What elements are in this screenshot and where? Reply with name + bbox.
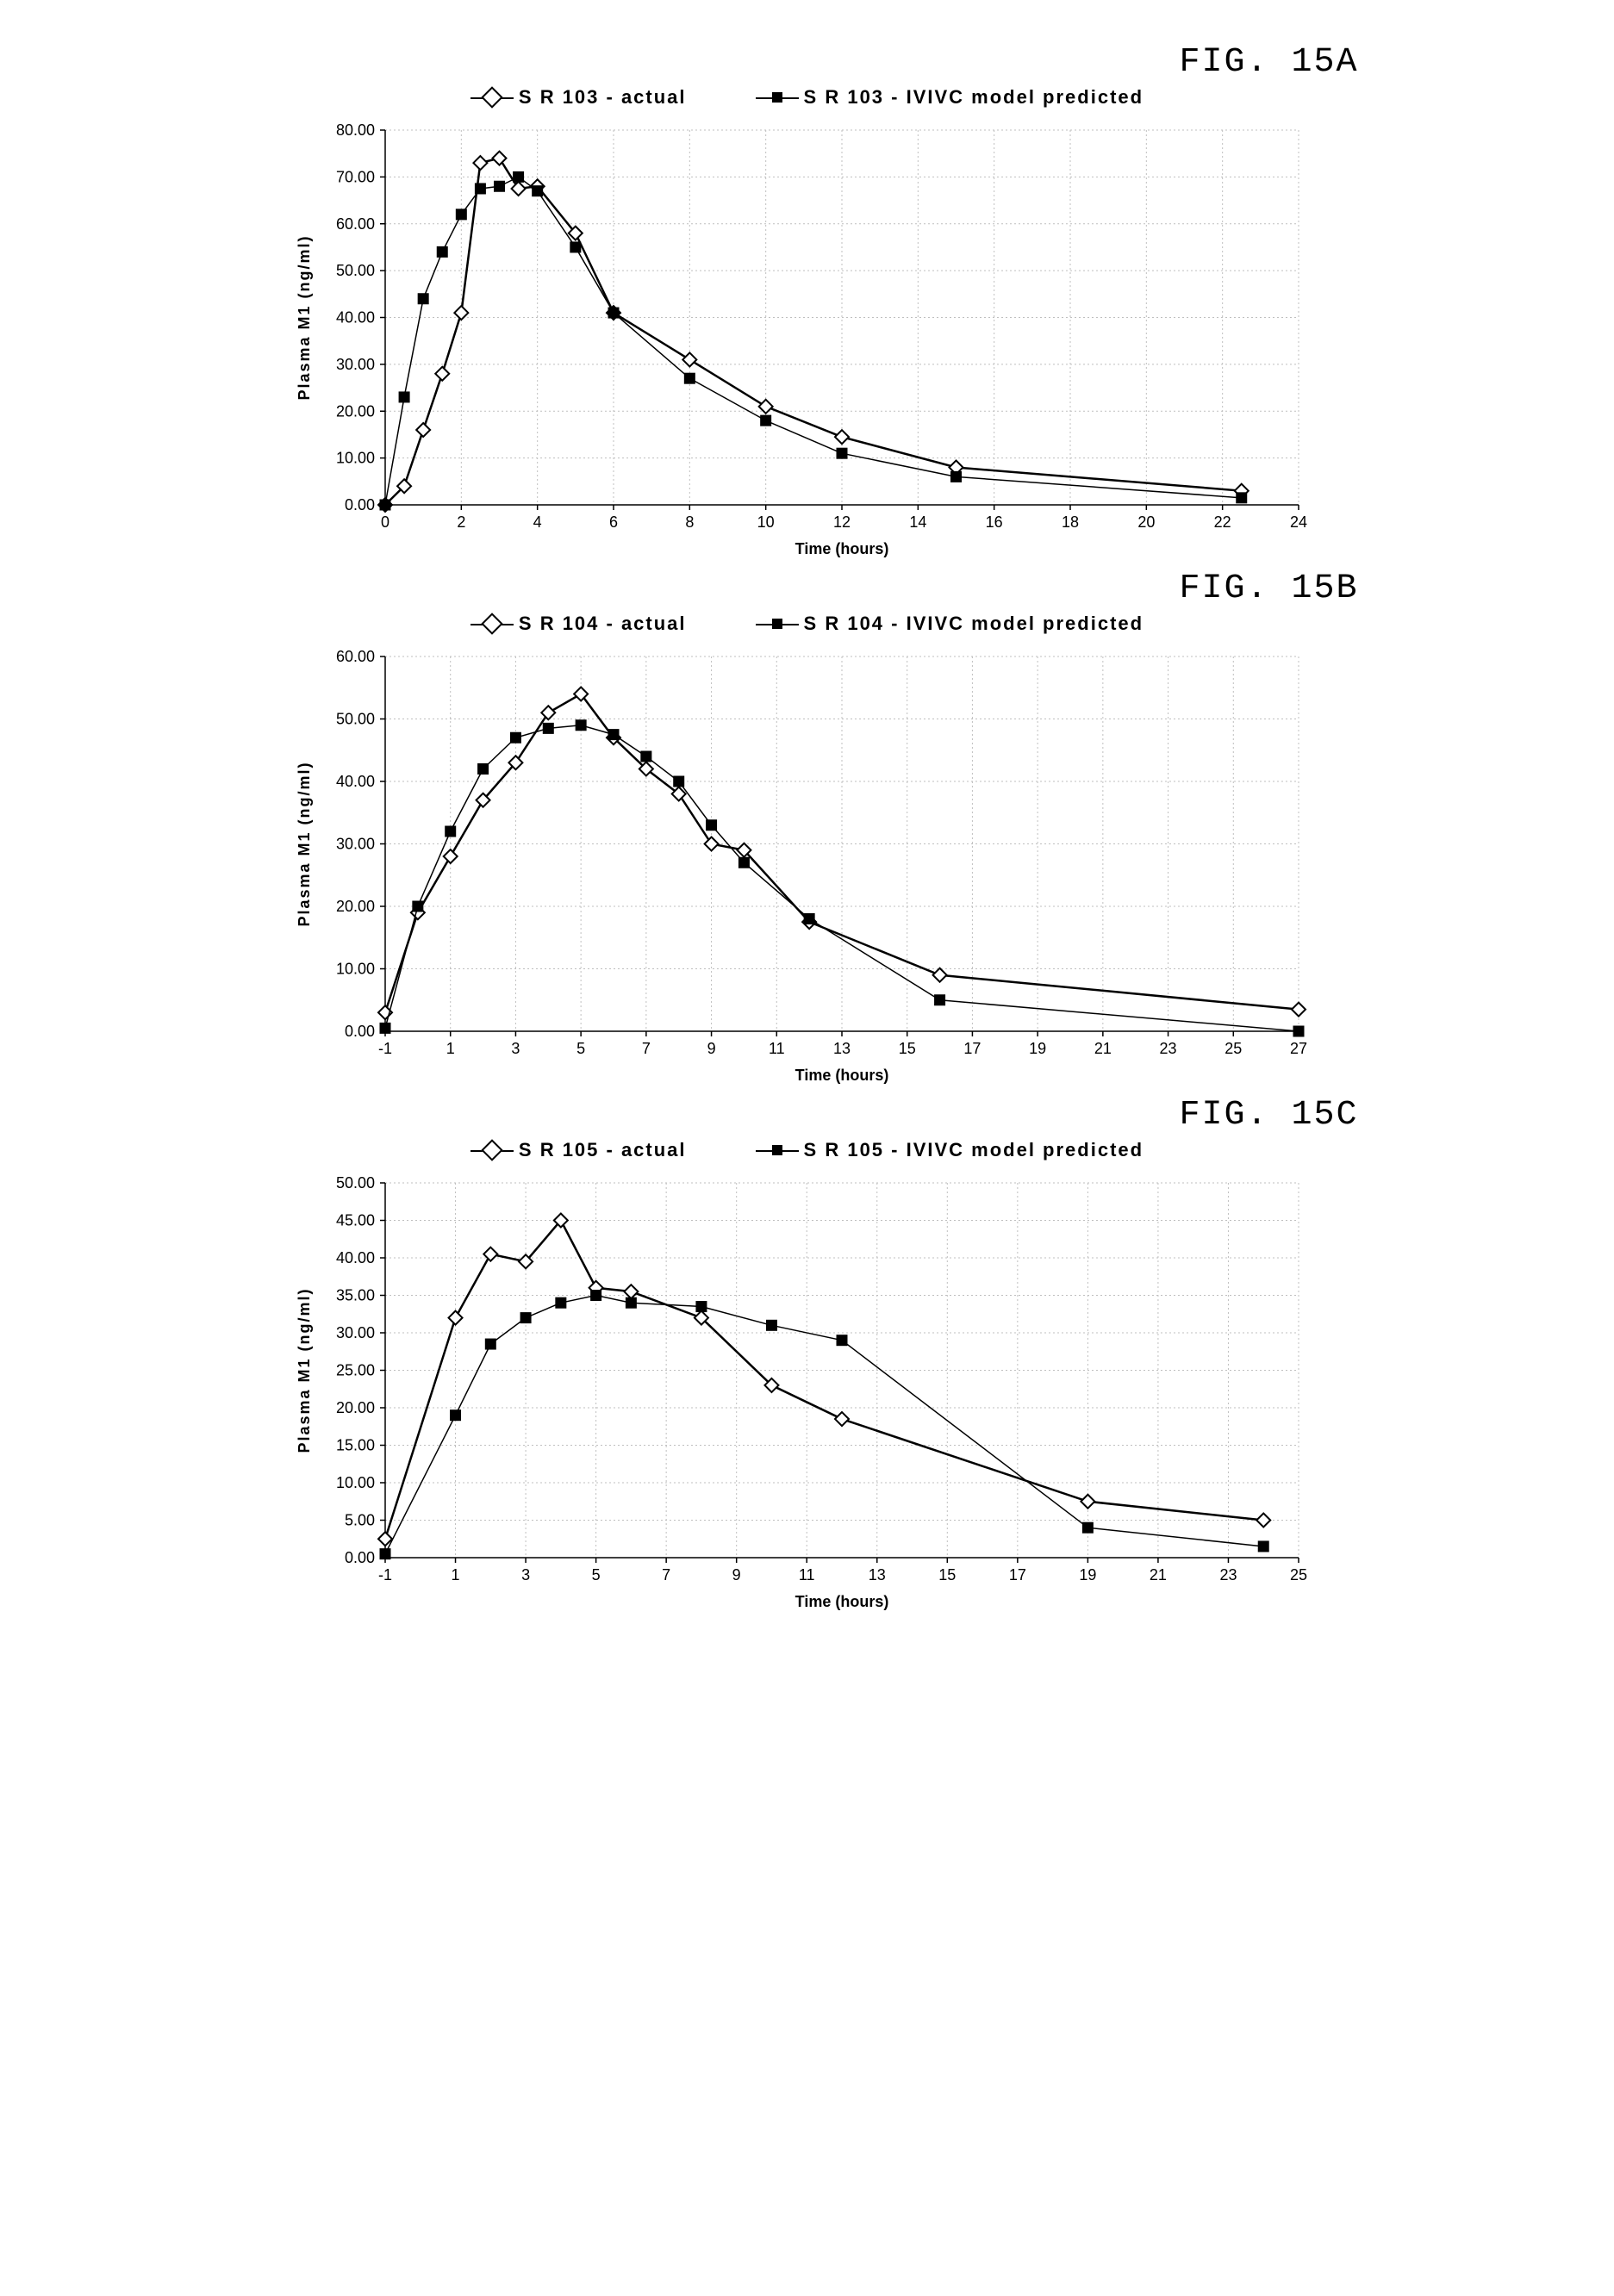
legend-actual: S R 103 - actual [470,86,687,109]
figure-title: FIG. 15A [204,43,1359,82]
svg-text:17: 17 [1008,1566,1025,1584]
svg-text:3: 3 [511,1040,520,1057]
svg-text:60.00: 60.00 [335,648,374,665]
svg-text:15: 15 [898,1040,915,1057]
svg-text:6: 6 [608,513,617,531]
chart-container: S R 104 - actual S R 104 - IVIVC model pr… [204,613,1411,1087]
svg-text:19: 19 [1029,1040,1046,1057]
svg-text:9: 9 [707,1040,715,1057]
svg-text:13: 13 [832,1040,850,1057]
legend-predicted-label: S R 105 - IVIVC model predicted [804,1139,1144,1161]
svg-text:7: 7 [662,1566,670,1584]
svg-text:18: 18 [1061,513,1078,531]
svg-text:8: 8 [685,513,694,531]
chart-legend: S R 103 - actual S R 103 - IVIVC model pr… [204,86,1411,109]
svg-text:10.00: 10.00 [335,961,374,978]
svg-text:9: 9 [732,1566,740,1584]
svg-text:1: 1 [446,1040,454,1057]
svg-text:15.00: 15.00 [335,1437,374,1454]
svg-text:0: 0 [380,513,389,531]
svg-text:5: 5 [576,1040,585,1057]
svg-text:19: 19 [1079,1566,1096,1584]
legend-actual: S R 105 - actual [470,1139,687,1161]
svg-text:20.00: 20.00 [335,1399,374,1416]
chart-svg: 0.00 10.00 20.00 30.00 40.00 50.00 60.00 70.00 8… [290,113,1324,561]
legend-actual-label: S R 105 - actual [519,1139,687,1161]
x-axis-label: Time (hours) [795,1067,888,1084]
svg-text:24: 24 [1289,513,1306,531]
legend-actual: S R 104 - actual [470,613,687,635]
svg-text:0.00: 0.00 [344,1549,374,1566]
svg-text:20.00: 20.00 [335,402,374,420]
svg-text:21: 21 [1149,1566,1166,1584]
svg-text:17: 17 [963,1040,981,1057]
svg-text:2: 2 [457,513,465,531]
svg-text:70.00: 70.00 [335,168,374,185]
svg-text:14: 14 [909,513,926,531]
svg-text:30.00: 30.00 [335,836,374,853]
svg-text:25: 25 [1225,1040,1242,1057]
svg-text:23: 23 [1159,1040,1176,1057]
y-axis-label: Plasma M1 (ng/ml) [296,761,313,926]
svg-text:50.00: 50.00 [335,262,374,279]
legend-predicted: S R 104 - IVIVC model predicted [756,613,1144,635]
chart-svg: 0.0010.0020.0030.0040.0050.0060.00-11357… [290,639,1324,1087]
svg-text:30.00: 30.00 [335,356,374,373]
chart-svg: 0.00 5.00 10.00 15.00 20.00 25.00 30.00 35.00 40… [290,1166,1324,1614]
svg-text:3: 3 [521,1566,530,1584]
svg-text:30.00: 30.00 [335,1324,374,1341]
y-axis-label: Plasma M1 (ng/ml) [296,234,313,400]
svg-text:25.00: 25.00 [335,1362,374,1379]
x-axis-label: Time (hours) [795,540,888,557]
svg-text:11: 11 [798,1566,814,1584]
svg-text:-1: -1 [377,1040,391,1057]
legend-actual-label: S R 104 - actual [519,613,687,635]
svg-text:40.00: 40.00 [335,773,374,790]
svg-text:50.00: 50.00 [335,711,374,728]
svg-text:40.00: 40.00 [335,1249,374,1266]
chart-container: S R 105 - actual S R 105 - IVIVC model pr… [204,1139,1411,1614]
legend-actual-label: S R 103 - actual [519,86,687,109]
svg-text:60.00: 60.00 [335,215,374,233]
svg-text:20: 20 [1137,513,1155,531]
svg-text:15: 15 [938,1566,956,1584]
svg-text:16: 16 [985,513,1002,531]
x-axis-label: Time (hours) [795,1593,888,1610]
legend-predicted: S R 103 - IVIVC model predicted [756,86,1144,109]
chart-legend: S R 105 - actual S R 105 - IVIVC model pr… [204,1139,1411,1161]
svg-text:40.00: 40.00 [335,309,374,327]
svg-text:1: 1 [451,1566,459,1584]
svg-text:27: 27 [1289,1040,1306,1057]
svg-text:5.00: 5.00 [344,1512,374,1529]
svg-text:7: 7 [641,1040,650,1057]
legend-predicted-label: S R 103 - IVIVC model predicted [804,86,1144,109]
chart-legend: S R 104 - actual S R 104 - IVIVC model pr… [204,613,1411,635]
svg-text:50.00: 50.00 [335,1174,374,1192]
svg-text:21: 21 [1094,1040,1111,1057]
svg-text:4: 4 [533,513,541,531]
svg-text:45.00: 45.00 [335,1212,374,1229]
chart-container: S R 103 - actual S R 103 - IVIVC model pr… [204,86,1411,561]
legend-predicted: S R 105 - IVIVC model predicted [756,1139,1144,1161]
figure-title: FIG. 15B [204,569,1359,608]
legend-predicted-label: S R 104 - IVIVC model predicted [804,613,1144,635]
svg-text:80.00: 80.00 [335,121,374,139]
svg-text:12: 12 [832,513,850,531]
figure-title: FIG. 15C [204,1096,1359,1135]
svg-text:-1: -1 [377,1566,391,1584]
svg-text:20.00: 20.00 [335,898,374,915]
svg-text:10.00: 10.00 [335,1474,374,1491]
svg-text:13: 13 [868,1566,885,1584]
svg-text:5: 5 [591,1566,600,1584]
svg-text:35.00: 35.00 [335,1287,374,1304]
svg-text:23: 23 [1219,1566,1237,1584]
svg-text:0.00: 0.00 [344,496,374,513]
svg-text:22: 22 [1213,513,1231,531]
svg-text:0.00: 0.00 [344,1023,374,1040]
svg-text:11: 11 [768,1040,784,1057]
svg-text:10: 10 [757,513,774,531]
y-axis-label: Plasma M1 (ng/ml) [296,1287,313,1453]
svg-text:25: 25 [1289,1566,1306,1584]
svg-text:10.00: 10.00 [335,450,374,467]
